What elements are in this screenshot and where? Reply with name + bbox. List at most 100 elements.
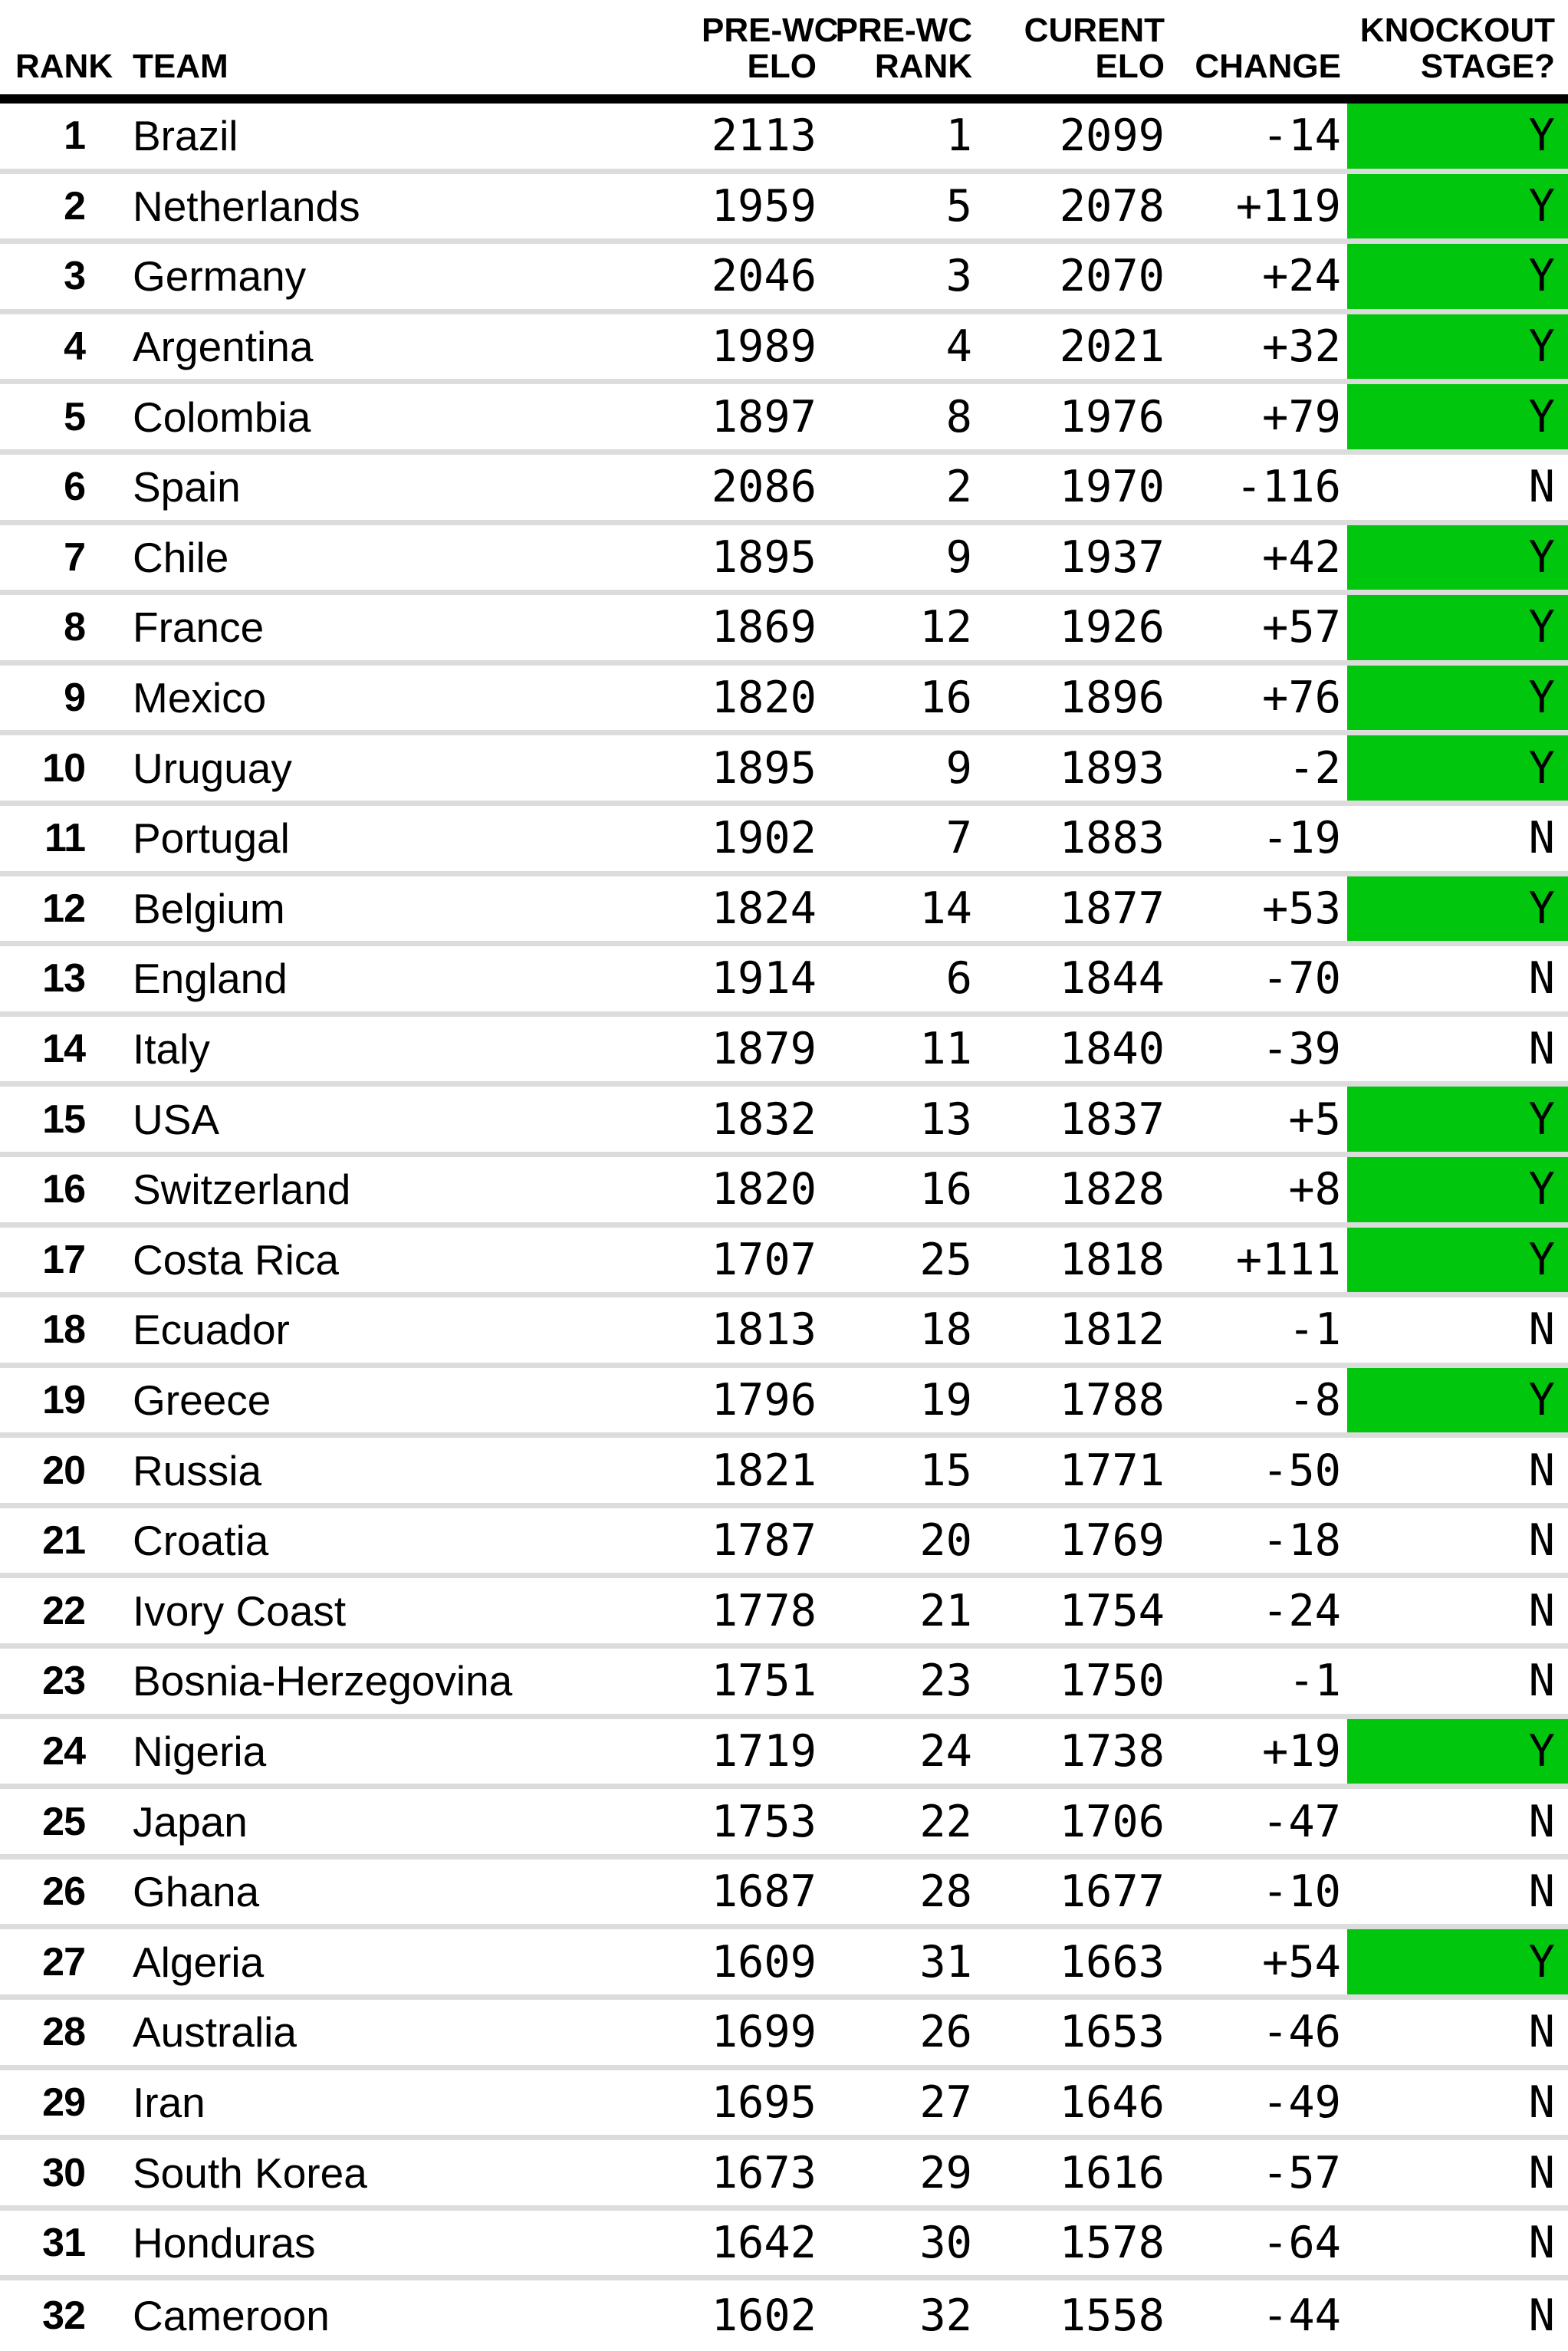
change-cell: -47 — [1262, 1796, 1341, 1847]
change-cell: -2 — [1288, 742, 1341, 794]
rank-cell: 2 — [64, 183, 86, 229]
current-elo-cell: 1844 — [1059, 953, 1165, 1005]
knockout-cell: N — [1528, 2218, 1555, 2269]
team-cell: Spain — [133, 463, 241, 511]
change-cell: +79 — [1262, 391, 1341, 442]
header-team: TEAM — [85, 48, 702, 94]
pre-wc-elo-cell: 1832 — [711, 1093, 817, 1145]
table-row: 1 Brazil 2113 1 2099 -14 Y — [0, 104, 1568, 174]
change-cell: -44 — [1262, 2290, 1341, 2342]
current-elo-cell: 1754 — [1059, 1585, 1165, 1636]
current-elo-cell: 1646 — [1059, 2076, 1165, 2128]
header-pre-wc-rank-line1: PRE-WC — [835, 12, 972, 49]
pre-wc-elo-cell: 1869 — [711, 602, 817, 653]
knockout-cell: Y — [1347, 104, 1568, 169]
table-row: 29 Iran 1695 27 1646 -49 N — [0, 2070, 1568, 2141]
pre-wc-elo-cell: 1895 — [711, 742, 817, 794]
pre-wc-elo-cell: 1959 — [711, 180, 817, 232]
header-pre-wc-elo-line2: ELO — [747, 48, 817, 85]
rank-cell: 27 — [42, 1939, 86, 1984]
rank-cell: 3 — [64, 254, 86, 299]
knockout-cell: Y — [1347, 735, 1568, 801]
change-cell: -50 — [1262, 1445, 1341, 1496]
team-cell: Algeria — [133, 1938, 265, 1986]
pre-wc-rank-cell: 22 — [919, 1796, 972, 1847]
pre-wc-rank-cell: 15 — [919, 1445, 972, 1496]
knockout-cell: N — [1528, 1445, 1555, 1496]
pre-wc-rank-cell: 9 — [945, 742, 972, 794]
knockout-cell: N — [1528, 953, 1555, 1005]
change-cell: -19 — [1262, 813, 1341, 864]
rank-cell: 24 — [42, 1728, 86, 1774]
knockout-cell: N — [1528, 2076, 1555, 2128]
knockout-cell: N — [1528, 1585, 1555, 1636]
change-cell: -24 — [1262, 1585, 1341, 1636]
table-row: 6 Spain 2086 2 1970 -116 N — [0, 455, 1568, 525]
knockout-cell: N — [1528, 2290, 1555, 2342]
table-header-row: RANK TEAM PRE-WC ELO PRE-WC RANK CURENT … — [0, 0, 1568, 104]
current-elo-cell: 1558 — [1059, 2290, 1165, 2342]
current-elo-cell: 1738 — [1059, 1725, 1165, 1777]
table-row: 22 Ivory Coast 1778 21 1754 -24 N — [0, 1578, 1568, 1649]
header-pre-wc-rank: PRE-WC RANK — [817, 12, 972, 94]
pre-wc-rank-cell: 5 — [945, 180, 972, 232]
knockout-cell: N — [1528, 1796, 1555, 1847]
change-cell: -8 — [1288, 1374, 1341, 1425]
team-cell: Honduras — [133, 2219, 316, 2267]
knockout-cell: N — [1528, 2007, 1555, 2058]
pre-wc-rank-cell: 26 — [919, 2007, 972, 2058]
pre-wc-elo-cell: 1695 — [711, 2076, 817, 2128]
table-row: 14 Italy 1879 11 1840 -39 N — [0, 1017, 1568, 1087]
knockout-cell: Y — [1347, 876, 1568, 942]
table-row: 16 Switzerland 1820 16 1828 +8 Y — [0, 1156, 1568, 1228]
change-cell: +57 — [1262, 602, 1341, 653]
change-cell: +42 — [1262, 531, 1341, 583]
pre-wc-rank-cell: 4 — [945, 321, 972, 373]
current-elo-cell: 1877 — [1059, 883, 1165, 934]
team-cell: Italy — [133, 1025, 210, 1074]
table-row: 25 Japan 1753 22 1706 -47 N — [0, 1789, 1568, 1859]
current-elo-cell: 1750 — [1059, 1656, 1165, 1707]
team-cell: Australia — [133, 2008, 297, 2057]
team-cell: Germany — [133, 252, 307, 301]
change-cell: -116 — [1235, 462, 1341, 513]
rank-cell: 26 — [42, 1869, 86, 1915]
current-elo-cell: 1616 — [1059, 2147, 1165, 2198]
current-elo-cell: 1828 — [1059, 1164, 1165, 1215]
team-cell: Uruguay — [133, 744, 292, 792]
pre-wc-elo-cell: 1787 — [711, 1515, 817, 1567]
team-cell: Iran — [133, 2078, 205, 2126]
pre-wc-rank-cell: 25 — [919, 1234, 972, 1285]
rank-cell: 25 — [42, 1799, 86, 1844]
table-row: 32 Cameroon 1602 32 1558 -44 N — [0, 2280, 1568, 2351]
knockout-cell: Y — [1347, 1718, 1568, 1784]
change-cell: -39 — [1262, 1024, 1341, 1075]
change-cell: +54 — [1262, 1936, 1341, 1988]
pre-wc-elo-cell: 2046 — [711, 251, 817, 302]
team-cell: Brazil — [133, 112, 238, 160]
rank-cell: 5 — [64, 394, 86, 439]
team-cell: Chile — [133, 533, 229, 581]
table-row: 26 Ghana 1687 28 1677 -10 N — [0, 1859, 1568, 1930]
rank-cell: 9 — [64, 676, 86, 721]
change-cell: +8 — [1288, 1164, 1341, 1215]
header-rank: RANK — [0, 48, 113, 94]
current-elo-cell: 1812 — [1059, 1304, 1165, 1356]
team-cell: Ivory Coast — [133, 1587, 347, 1635]
team-cell: Croatia — [133, 1517, 269, 1565]
team-cell: Switzerland — [133, 1166, 351, 1214]
rank-cell: 31 — [42, 2221, 86, 2266]
change-cell: +76 — [1262, 672, 1341, 724]
table-row: 21 Croatia 1787 20 1769 -18 N — [0, 1508, 1568, 1579]
table-row: 19 Greece 1796 19 1788 -8 Y — [0, 1367, 1568, 1439]
pre-wc-rank-cell: 31 — [919, 1936, 972, 1988]
current-elo-cell: 1771 — [1059, 1445, 1165, 1496]
pre-wc-elo-cell: 2086 — [711, 462, 817, 513]
rank-cell: 22 — [42, 1588, 86, 1633]
pre-wc-elo-cell: 1879 — [711, 1024, 817, 1075]
pre-wc-rank-cell: 20 — [919, 1515, 972, 1567]
change-cell: -10 — [1262, 1866, 1341, 1918]
table-row: 31 Honduras 1642 30 1578 -64 N — [0, 2211, 1568, 2281]
table-row: 24 Nigeria 1719 24 1738 +19 Y — [0, 1718, 1568, 1790]
change-cell: +32 — [1262, 321, 1341, 373]
